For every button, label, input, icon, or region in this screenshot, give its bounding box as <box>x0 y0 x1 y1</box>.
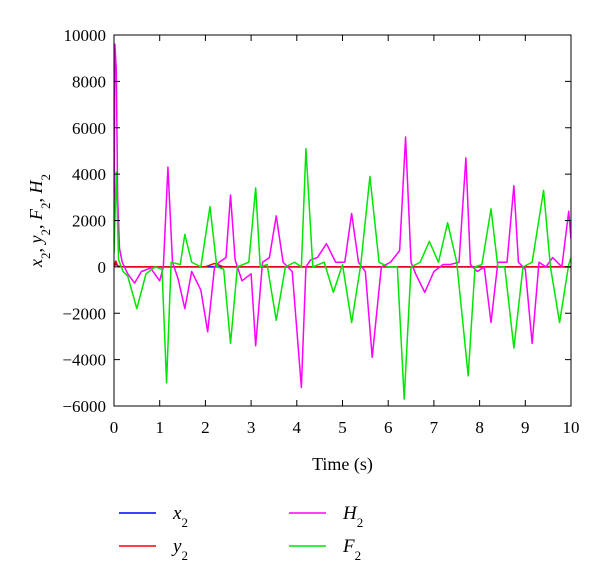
x-tick-label: 10 <box>563 418 580 437</box>
x-tick-label: 8 <box>475 418 484 437</box>
x-tick-label: 0 <box>110 418 119 437</box>
y-tick-label: −6000 <box>62 397 106 416</box>
y-tick-label: 2000 <box>72 212 106 231</box>
y-tick-label: 4000 <box>72 165 106 184</box>
y-tick-label: 8000 <box>72 72 106 91</box>
y-tick-label: 10000 <box>64 26 107 45</box>
legend-label-H2: H2 <box>342 503 363 530</box>
x-tick-label: 6 <box>384 418 393 437</box>
legend-label-x2: x2 <box>172 503 188 530</box>
legend-label-y2: y2 <box>171 536 188 563</box>
y-tick-label: −2000 <box>62 304 106 323</box>
series-line-y2 <box>114 260 571 268</box>
series-line-F2 <box>114 147 571 400</box>
x-tick-label: 7 <box>430 418 439 437</box>
y-tick-label: 6000 <box>72 119 106 138</box>
x-tick-label: 4 <box>293 418 302 437</box>
x-tick-label: 1 <box>155 418 164 437</box>
x-tick-label: 3 <box>247 418 256 437</box>
ticks-layer: 0 1 2 3 4 5 6 7 8 9 10 10000 8000 6000 4000 2000 0 −2000 −… <box>62 26 579 437</box>
y-tick-label: −4000 <box>62 351 106 370</box>
series-layer <box>114 43 571 400</box>
x-axis-label: Time (s) <box>312 454 373 475</box>
series-line-H2 <box>114 43 571 389</box>
y-tick-label: 0 <box>98 258 107 277</box>
x-tick-label: 2 <box>201 418 210 437</box>
legend: x2 y2 H2 F2 <box>119 503 363 563</box>
legend-label-F2: F2 <box>342 536 361 563</box>
x-tick-label: 5 <box>338 418 347 437</box>
y-axis-label: x2, y2, F2, H2 <box>26 174 53 268</box>
x-tick-label: 9 <box>521 418 530 437</box>
